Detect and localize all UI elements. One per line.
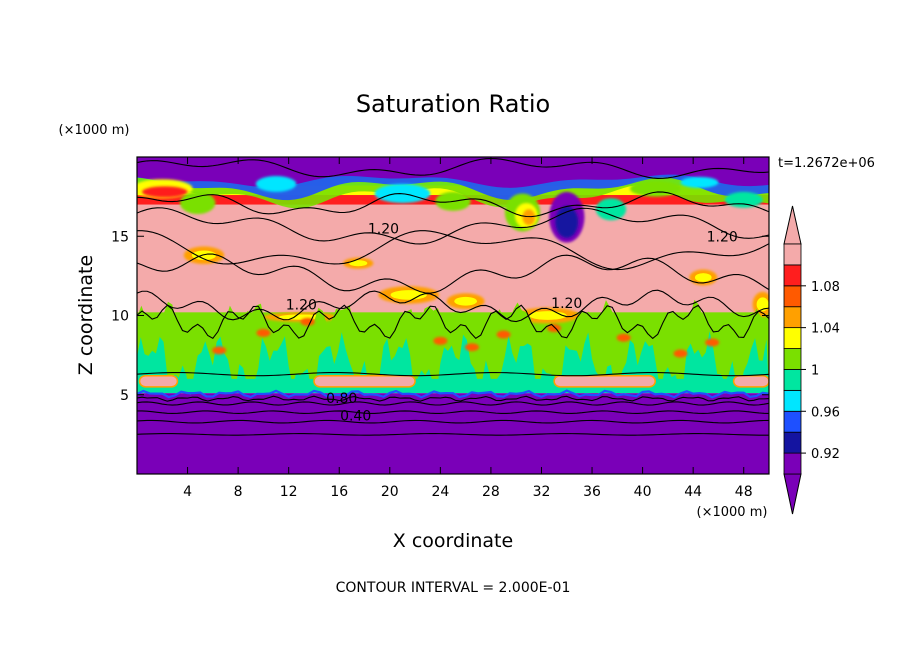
- contour-label: 1.20: [707, 229, 738, 245]
- contour-label: 0.80: [326, 391, 357, 407]
- upper-blob: [595, 198, 627, 221]
- x-tick-label: 36: [583, 484, 601, 500]
- cloud-edge-patch: [496, 330, 511, 339]
- upper-blob: [680, 176, 719, 188]
- cloud-edge-patch: [673, 349, 688, 358]
- x-tick-label: 32: [533, 484, 551, 500]
- cloud-base-lens: [553, 374, 656, 388]
- colorbar-segment: [783, 431, 802, 454]
- time-label: t=1.2672e+06: [778, 156, 875, 171]
- upper-blob: [555, 206, 579, 238]
- y-tick-label: 15: [111, 229, 129, 245]
- x-tick-label: 16: [330, 484, 348, 500]
- upper-blob: [142, 186, 188, 198]
- contour-label: 1.20: [551, 296, 582, 312]
- colorbar-segment: [783, 452, 802, 475]
- contour-line-cloud-base-top: [137, 372, 769, 377]
- x-tick-label: 4: [183, 484, 192, 500]
- colorbar-segment: [783, 243, 802, 266]
- upper-blob: [522, 209, 536, 226]
- upper-blob: [179, 191, 216, 215]
- colorbar-tick-label: 0.96: [811, 405, 840, 420]
- contour-line-lower-c: [137, 433, 769, 436]
- cloud-base-lens: [138, 374, 179, 388]
- colorbar-segment: [783, 285, 802, 308]
- y-axis: 5 10 15: [111, 229, 769, 404]
- colorbar-tick-label: 1.08: [811, 280, 840, 295]
- x-tick-label: 12: [280, 484, 298, 500]
- contour-line-upper-band: [137, 191, 769, 218]
- contour-line-lower-a: [137, 401, 769, 406]
- colorbar-segment: [783, 327, 802, 349]
- cloud-base-lens: [732, 374, 769, 388]
- colorbar-tick-label: 1.04: [811, 322, 840, 337]
- warm-patch-core: [390, 290, 427, 300]
- cloud-edge-patch: [616, 333, 631, 342]
- field-upper-wave-purple: [137, 157, 769, 188]
- contour-line-cloud-top: [137, 304, 769, 340]
- contour-line-1.20-lower: [137, 289, 769, 323]
- x-tick-label: 48: [735, 484, 753, 500]
- y-axis-title: Z coordinate: [75, 255, 97, 375]
- chart-title: Saturation Ratio: [356, 90, 550, 118]
- x-tick-label: 28: [482, 484, 500, 500]
- colorbar-segment: [783, 348, 802, 370]
- x-tick-label: 8: [234, 484, 243, 500]
- contour-line-pink-low: [137, 253, 769, 294]
- cloud-edge-patch: [256, 328, 271, 337]
- cloud-green-region: [137, 299, 769, 379]
- contour-line-0.80: [137, 395, 769, 402]
- colorbar-segment: [783, 369, 802, 391]
- x-axis-title: X coordinate: [393, 530, 513, 552]
- cloud-base-lens: [313, 374, 416, 388]
- warm-patch-core: [528, 311, 567, 320]
- x-axis: 4 8 12 16 20 24 28 32 36 40 44 48: [183, 157, 753, 500]
- contour-line-lower-b: [137, 419, 769, 424]
- contour-line-upper: [137, 157, 769, 179]
- x-tick-label: 44: [684, 484, 702, 500]
- cloud-edge-patch: [212, 346, 227, 355]
- x-tick-label: 20: [381, 484, 399, 500]
- warm-patch-core: [694, 273, 712, 282]
- contour-line-0.40: [137, 410, 769, 415]
- colorbar-segment: [783, 264, 802, 287]
- warm-patch-core: [756, 297, 769, 312]
- cloud-edge-patch: [433, 336, 448, 345]
- contour-label: 1.20: [286, 297, 317, 313]
- upper-blob: [724, 191, 763, 208]
- colorbar-high-arrow: [783, 205, 802, 245]
- contour-interval-footer: CONTOUR INTERVAL = 2.000E-01: [336, 580, 571, 596]
- x-tick-label: 24: [431, 484, 449, 500]
- upper-blob: [255, 176, 297, 192]
- cloud-edge-patch: [705, 338, 720, 347]
- y-unit-label: (×1000 m): [59, 123, 130, 138]
- warm-patch-core: [349, 260, 368, 267]
- colorbar-tick-label: 1: [811, 363, 819, 378]
- warm-patch-core: [454, 296, 478, 306]
- colorbar-low-arrow: [783, 473, 802, 515]
- contour-label: 0.40: [340, 408, 371, 424]
- y-tick-label: 5: [120, 388, 129, 404]
- colorbar-segment: [783, 306, 802, 329]
- contour-label: 1.20: [368, 221, 399, 237]
- cloud-edge-patch: [464, 343, 479, 352]
- colorbar-segment: [783, 389, 802, 412]
- y-tick-label: 10: [111, 309, 129, 325]
- x-unit-label: (×1000 m): [697, 505, 768, 520]
- cloud-edge-patch: [300, 317, 315, 326]
- contour-line-1.20-upper: [137, 207, 769, 245]
- cloud-base-line: [137, 389, 769, 399]
- contour-line-pink-mid: [137, 230, 769, 271]
- colorbar-segment: [783, 410, 802, 433]
- colorbar-tick-label: 0.92: [811, 447, 840, 462]
- plot-field: 1.20 1.20 1.20 1.20 0.800.40: [137, 157, 769, 474]
- x-tick-label: 40: [634, 484, 652, 500]
- colorbar: 0.92 0.96 1 1.04 1.08: [783, 205, 840, 515]
